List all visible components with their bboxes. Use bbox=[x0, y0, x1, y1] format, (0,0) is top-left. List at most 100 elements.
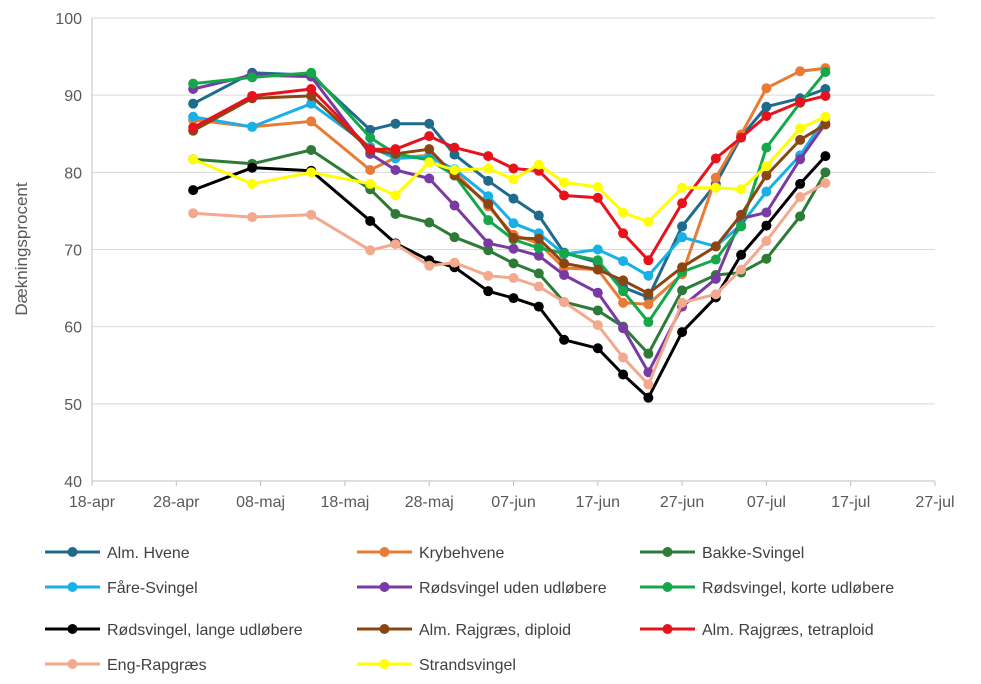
data-point bbox=[449, 232, 460, 243]
series-line bbox=[192, 155, 827, 400]
data-point bbox=[618, 275, 629, 286]
legend: Alm. Hvene Krybehvene Bakke-Svingel Fåre-Sv… bbox=[45, 545, 894, 674]
data-point bbox=[559, 190, 570, 201]
legend-label: Strandsvingel bbox=[419, 657, 516, 674]
data-point bbox=[247, 121, 258, 132]
data-point bbox=[795, 97, 806, 108]
legend-label: Alm. Hvene bbox=[107, 545, 190, 562]
legend-label: Bakke-Svingel bbox=[702, 545, 804, 562]
data-point bbox=[761, 161, 772, 172]
data-point bbox=[483, 238, 494, 249]
data-point bbox=[618, 286, 629, 297]
series-Alm. Rajgræs, tetraploid bbox=[188, 83, 831, 266]
data-point bbox=[449, 257, 460, 268]
y-tick-label: 80 bbox=[64, 165, 82, 182]
data-point bbox=[390, 118, 401, 129]
data-point bbox=[247, 90, 258, 101]
data-point bbox=[736, 249, 747, 260]
data-point bbox=[643, 317, 654, 328]
data-point bbox=[449, 149, 460, 160]
data-point bbox=[533, 250, 544, 261]
data-point bbox=[483, 286, 494, 297]
legend-item: Fåre-Svingel bbox=[45, 579, 198, 597]
data-point bbox=[820, 111, 831, 122]
legend-label: Rødsvingel, korte udløbere bbox=[702, 580, 894, 597]
data-point bbox=[795, 211, 806, 222]
legend-label: Eng-Rapgræs bbox=[107, 657, 207, 674]
legend-label: Alm. Rajgræs, diploid bbox=[419, 622, 571, 639]
x-tick-label: 28-maj bbox=[405, 494, 454, 511]
data-point bbox=[618, 207, 629, 218]
y-tick-label: 60 bbox=[64, 320, 82, 337]
data-point bbox=[508, 218, 519, 229]
y-tick-label: 70 bbox=[64, 243, 82, 260]
data-point bbox=[533, 210, 544, 221]
data-point bbox=[188, 122, 199, 133]
y-axis-label: Dækningsprocent bbox=[12, 182, 31, 316]
data-point bbox=[820, 90, 831, 101]
data-point bbox=[247, 72, 258, 83]
data-point bbox=[424, 217, 435, 228]
data-point bbox=[188, 185, 199, 196]
x-tick-label: 17-jun bbox=[576, 494, 620, 511]
data-point bbox=[306, 116, 317, 127]
data-point bbox=[592, 192, 603, 203]
data-point bbox=[592, 343, 603, 354]
data-point bbox=[643, 348, 654, 359]
data-point bbox=[424, 260, 435, 271]
data-point bbox=[761, 207, 772, 218]
data-point bbox=[592, 264, 603, 275]
data-point bbox=[188, 154, 199, 165]
data-point bbox=[365, 124, 376, 135]
data-point bbox=[508, 273, 519, 284]
data-point bbox=[820, 83, 831, 94]
legend-item: Krybehvene bbox=[357, 545, 504, 562]
data-point bbox=[795, 66, 806, 77]
data-point bbox=[643, 255, 654, 266]
data-point bbox=[365, 245, 376, 256]
data-point bbox=[449, 165, 460, 176]
data-point bbox=[736, 184, 747, 195]
data-point bbox=[483, 175, 494, 186]
data-point bbox=[390, 239, 401, 250]
data-point bbox=[559, 296, 570, 307]
data-point bbox=[710, 182, 721, 193]
data-point bbox=[820, 151, 831, 162]
data-point bbox=[761, 101, 772, 112]
data-point bbox=[677, 232, 688, 243]
data-point bbox=[618, 352, 629, 363]
data-point bbox=[820, 178, 831, 189]
legend-item: Rødsvingel uden udløbere bbox=[357, 580, 607, 597]
y-tick-label: 100 bbox=[55, 11, 82, 28]
y-tick-label: 40 bbox=[64, 474, 82, 491]
x-tick-label: 18-apr bbox=[69, 494, 116, 511]
data-point bbox=[533, 268, 544, 279]
data-point bbox=[559, 248, 570, 259]
legend-item: Alm. Hvene bbox=[45, 545, 190, 562]
data-point bbox=[188, 111, 199, 122]
data-point bbox=[710, 254, 721, 265]
x-tick-label: 27-jun bbox=[660, 494, 704, 511]
data-point bbox=[618, 256, 629, 267]
data-point bbox=[761, 111, 772, 122]
data-point bbox=[533, 301, 544, 312]
data-point bbox=[533, 159, 544, 170]
data-point bbox=[483, 151, 494, 162]
legend-item: Bakke-Svingel bbox=[640, 545, 804, 562]
data-point bbox=[592, 181, 603, 192]
legend-swatch-marker bbox=[67, 547, 78, 557]
legend-swatch-marker bbox=[662, 547, 673, 557]
y-tick-label: 90 bbox=[64, 88, 82, 105]
data-point bbox=[795, 123, 806, 134]
legend-label: Alm. Rajgræs, tetraploid bbox=[702, 622, 874, 639]
legend-swatch-marker bbox=[379, 582, 390, 592]
data-point bbox=[306, 144, 317, 155]
x-tick-label: 18-maj bbox=[320, 494, 369, 511]
data-point bbox=[618, 228, 629, 239]
series-Strandsvingel bbox=[188, 111, 831, 227]
data-point bbox=[761, 83, 772, 94]
data-point bbox=[795, 192, 806, 203]
data-point bbox=[795, 134, 806, 145]
data-point bbox=[424, 144, 435, 155]
